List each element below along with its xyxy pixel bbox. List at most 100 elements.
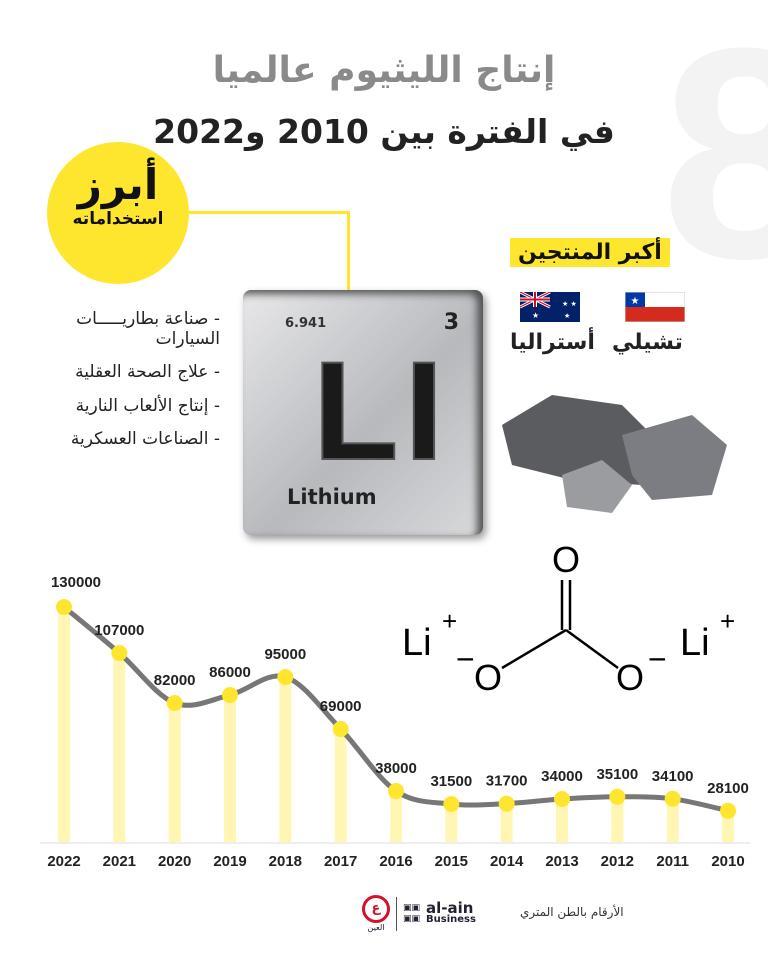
data-label: 38000: [375, 760, 417, 777]
country-australia: أستراليا: [510, 330, 595, 355]
x-tick-label: 2014: [490, 853, 524, 870]
data-label: 95000: [264, 646, 306, 663]
divider: [396, 896, 397, 931]
bar-2012: [611, 796, 624, 842]
bar-2022: [58, 607, 70, 842]
title-line2: في الفترة بين 2010 و2022: [153, 112, 615, 151]
x-tick-label: 2022: [47, 853, 80, 870]
data-label: 107000: [94, 622, 144, 639]
x-tick-label: 2021: [103, 853, 136, 870]
background-decoration: 8: [661, 0, 768, 321]
brand-logo: ع العين ▣▣ ▣▣ al-ain Business: [362, 895, 476, 932]
data-label: 82000: [154, 672, 196, 689]
x-tick-label: 2018: [269, 853, 302, 870]
chile-flag-icon: ★: [625, 292, 685, 322]
oxygen-top: O: [552, 539, 580, 580]
lithium-carbonate-structure: O O O − − Li + Li +: [402, 539, 735, 698]
point-2016: [388, 783, 404, 799]
point-2017: [332, 721, 349, 737]
point-2011: [664, 790, 681, 807]
x-tick-label: 2012: [601, 853, 634, 870]
units-note: الأرقام بالطن المتري: [520, 905, 624, 919]
element-symbol: LI: [312, 331, 450, 490]
bar-2020: [168, 703, 181, 842]
plus-right: +: [720, 606, 735, 636]
data-label: 34000: [541, 768, 583, 785]
svg-text:★: ★: [564, 312, 570, 320]
data-label: 35100: [596, 766, 638, 783]
use-item: - علاج الصحة العقلية: [75, 362, 220, 383]
country-chile: تشيلي: [612, 330, 683, 355]
lithium-ion-left: Li: [402, 622, 432, 664]
use-item: - الصناعات العسكرية: [70, 429, 220, 450]
point-2014: [498, 795, 515, 812]
social-icons: ▣▣ ▣▣: [403, 902, 421, 924]
point-2019: [222, 687, 238, 703]
point-2020: [166, 695, 183, 711]
bar-2015: [445, 804, 458, 842]
point-2021: [111, 645, 128, 661]
bar-2014: [500, 803, 513, 842]
australia-flag-icon: ★ ★ ★ ★: [520, 292, 580, 322]
point-2013: [554, 791, 570, 807]
title-line1: إنتاج الليثيوم عالميا: [212, 50, 556, 91]
data-label: 34100: [652, 768, 694, 785]
x-tick-label: 2020: [158, 853, 191, 870]
point-2010: [720, 802, 736, 819]
atomic-number: 3: [443, 310, 459, 335]
al-ain-logo-icon: ع: [362, 895, 390, 923]
data-label: 31500: [430, 773, 472, 790]
atomic-mass: 6.941: [285, 316, 327, 331]
data-label: 31700: [486, 773, 528, 790]
svg-text:★: ★: [532, 311, 539, 320]
point-2012: [609, 788, 626, 805]
brand-text: al-ain Business: [426, 898, 476, 926]
brand-sub: Business: [426, 913, 476, 925]
badge-line2: استخداماته: [72, 209, 164, 229]
lithium-ore-image: [502, 395, 727, 513]
x-tick-label: 2010: [711, 853, 744, 870]
bar-2016: [390, 791, 402, 842]
x-tick-label: 2015: [435, 853, 468, 870]
data-label: 86000: [209, 664, 251, 681]
x-tick-label: 2011: [656, 853, 689, 870]
x-tick-label: 2013: [545, 853, 578, 870]
x-tick-label: 2017: [324, 853, 357, 870]
bar-2017: [334, 729, 347, 842]
use-item: - صناعة بطاريـــــات السيارات: [76, 309, 220, 349]
data-label: 130000: [51, 574, 101, 591]
brand-arabic: العين: [367, 923, 385, 932]
bar-2011: [666, 798, 679, 842]
point-2022: [56, 599, 72, 615]
element-name: Lithium: [287, 485, 377, 509]
minus-right: −: [648, 641, 667, 677]
x-tick-label: 2019: [213, 853, 246, 870]
x-tick-label: 2016: [379, 853, 412, 870]
point-2015: [443, 796, 460, 812]
connector-line: [189, 211, 349, 214]
uses-list: - صناعة بطاريـــــات السيارات - علاج الص…: [20, 309, 220, 464]
bar-2010: [722, 810, 734, 842]
badge-line1: أبرز: [77, 160, 159, 209]
bar-2018: [279, 677, 292, 842]
minus-left: −: [456, 641, 475, 677]
data-label: 69000: [320, 698, 362, 715]
plus-left: +: [442, 606, 457, 636]
bar-2019: [224, 695, 236, 842]
oxygen-left: O: [474, 657, 502, 698]
bar-2021: [113, 653, 126, 842]
producers-heading: أكبر المنتجين: [510, 238, 670, 267]
svg-text:★: ★: [631, 296, 640, 307]
uses-badge: أبرز استخداماته: [47, 142, 189, 284]
lithium-ion-right: Li: [680, 622, 710, 664]
use-item: - إنتاج الألعاب النارية: [75, 395, 220, 416]
element-tile: 6.941 3 LI Lithium: [243, 290, 483, 535]
connector-line: [347, 211, 350, 291]
al-ain-ar-logo: ع العين: [362, 895, 390, 932]
production-line-chart: 130000 2022 107000 2021 82000 2020 86000 2019 95…: [40, 574, 750, 870]
bar-2013: [556, 799, 568, 842]
point-2018: [277, 669, 294, 685]
svg-text:★ ★: ★ ★: [562, 300, 577, 308]
brand-name: al-ain: [426, 898, 474, 917]
